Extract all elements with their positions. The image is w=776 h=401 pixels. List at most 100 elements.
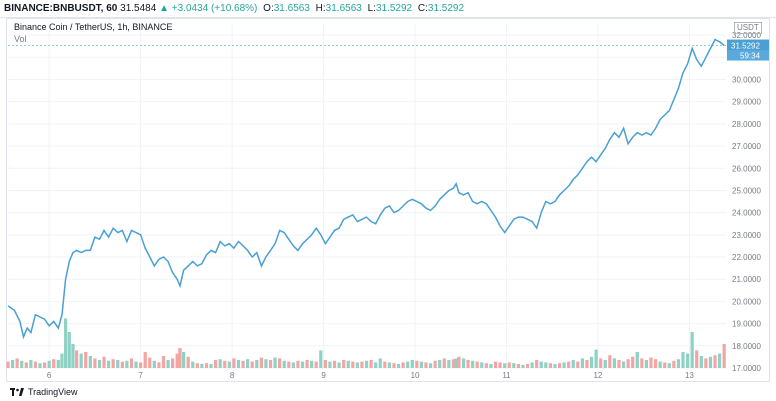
volume-bar — [33, 361, 38, 368]
volume-bar — [296, 360, 300, 368]
volume-bar — [480, 362, 484, 368]
volume-bar — [521, 364, 525, 368]
volume-bar — [451, 359, 456, 368]
price-axis-label: 20.0000 — [732, 297, 761, 306]
volume-bar — [644, 360, 649, 368]
volume-bar — [708, 356, 713, 368]
volume-bar — [704, 358, 708, 368]
volume-bar — [64, 318, 68, 368]
close-label: C: — [417, 3, 428, 14]
volume-bar — [507, 362, 511, 368]
volume-bar — [214, 360, 218, 368]
volume-bar — [129, 358, 134, 368]
volume-bar — [383, 361, 387, 368]
volume-bar — [364, 360, 369, 368]
volume-bar — [134, 361, 138, 368]
volume-bar — [612, 358, 617, 368]
volume-bar — [310, 360, 314, 368]
volume-bar — [178, 348, 182, 368]
volume-bar — [608, 355, 612, 368]
change-arrow-icon: ▲ — [159, 3, 169, 14]
volume-bar — [67, 332, 71, 368]
volume-bar — [681, 352, 685, 368]
volume-bar — [410, 360, 414, 368]
volume-bar — [424, 362, 428, 368]
volume-bar — [685, 353, 690, 368]
price-axis-label: 22.0000 — [732, 253, 761, 262]
price-axis-label: 25.0000 — [732, 186, 761, 195]
volume-bar — [29, 360, 33, 368]
volume-bar — [415, 360, 419, 368]
price-axis-label: 21.0000 — [732, 275, 761, 284]
volume-bar — [346, 360, 350, 368]
volume-bar — [512, 363, 516, 368]
volume-bar — [672, 360, 676, 368]
volume-bar — [466, 360, 470, 368]
current-price: 31.5484 — [120, 3, 157, 14]
volume-bar — [461, 358, 466, 368]
volume-bar — [378, 358, 382, 368]
price-axis-label: 17.0000 — [732, 364, 761, 373]
time-axis-label: 9 — [321, 371, 326, 380]
volume-bar — [259, 357, 263, 368]
volume-bar — [396, 364, 401, 368]
price-axis-label: 28.0000 — [732, 120, 761, 129]
volume-bar — [635, 352, 639, 368]
volume-bar — [530, 362, 534, 368]
volume-bar — [143, 352, 147, 368]
tradingview-logo[interactable]: TradingView — [10, 383, 78, 401]
chart-legend-title: Binance Coin / TetherUS, 1h, BINANCE — [14, 22, 173, 32]
volume-bar — [722, 344, 726, 368]
volume-bar — [282, 360, 286, 368]
volume-bar — [539, 361, 543, 368]
volume-bar — [42, 362, 47, 368]
volume-bar — [374, 362, 378, 368]
volume-bar — [191, 361, 195, 368]
tradingview-icon — [10, 388, 24, 396]
price-axis: 17.0000 18.0000 19.0000 20.0000 21.0000 22.00… — [732, 31, 761, 373]
price-line — [7, 38, 725, 340]
volume-bar — [695, 350, 699, 368]
volume-bar — [631, 356, 635, 368]
currency-badge[interactable]: USDT — [734, 22, 762, 34]
volume-bar — [649, 357, 653, 368]
volume-bar — [186, 356, 190, 368]
time-axis-label: 13 — [685, 371, 694, 380]
volume-bar — [369, 360, 373, 368]
volume-bar — [447, 360, 451, 368]
volume-bar — [84, 352, 88, 368]
volume-bar — [567, 361, 571, 368]
volume-bar — [332, 360, 337, 368]
volume-bar — [116, 360, 120, 368]
volume-bar — [360, 361, 364, 368]
volume-bar — [102, 356, 106, 368]
time-axis-label: 8 — [230, 371, 235, 380]
high-label: H: — [315, 3, 326, 14]
volume-bar — [166, 360, 170, 368]
volume-bar — [223, 360, 227, 368]
volume-bar — [161, 356, 166, 368]
volume-bar — [498, 362, 502, 368]
volume-bar — [428, 363, 433, 368]
volume-bar — [255, 360, 259, 368]
volume-bar — [157, 362, 161, 368]
countdown-tag — [727, 50, 769, 61]
volume-bars — [6, 318, 726, 368]
volume-bar — [268, 360, 273, 368]
symbol-name[interactable]: BINANCE:BNBUSDT, 60 — [4, 3, 118, 14]
volume-bar — [471, 360, 475, 368]
time-axis-label: 11 — [502, 371, 511, 380]
volume-bar — [525, 364, 530, 368]
volume-bar — [319, 350, 323, 368]
volume-bar — [120, 361, 124, 368]
volume-bar — [419, 361, 424, 368]
price-axis-label: 19.0000 — [732, 320, 761, 329]
open-value: 31.6563 — [273, 3, 310, 14]
volume-bar — [717, 353, 722, 368]
volume-bar — [653, 359, 658, 368]
high-value: 31.6563 — [325, 3, 362, 14]
volume-bar — [24, 362, 28, 368]
chart-frame[interactable] — [6, 18, 770, 382]
